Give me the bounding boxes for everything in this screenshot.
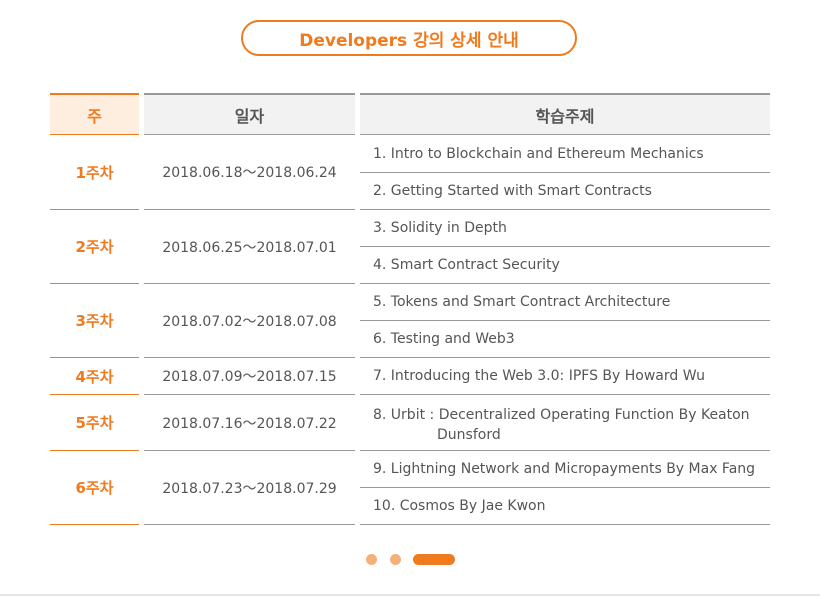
topic-cell: 10. Cosmos By Jae Kwon <box>360 488 770 525</box>
header-topic: 학습주제 <box>360 93 770 135</box>
topic-text: 7. Introducing the Web 3.0: IPFS By Howa… <box>373 368 705 384</box>
topic-cell: 9. Lightning Network and Micropayments B… <box>360 451 770 488</box>
date-cell: 2018.07.16～2018.07.22 <box>144 395 355 451</box>
topic-cell: 2. Getting Started with Smart Contracts <box>360 173 770 210</box>
week-cell: 1주차 <box>50 135 139 210</box>
date-cell: 2018.06.18～2018.06.24 <box>144 135 355 210</box>
date-cell: 2018.07.23～2018.07.29 <box>144 451 355 525</box>
topic-text: 5. Tokens and Smart Contract Architectur… <box>373 294 671 310</box>
page-title-text: Developers 강의 상세 안내 <box>299 30 519 51</box>
topic-text: 8. Urbit : Decentralized Operating Funct… <box>373 407 750 423</box>
week-cell: 3주차 <box>50 284 139 358</box>
topic-text-continued: Dunsford <box>437 427 501 443</box>
topic-text: 1. Intro to Blockchain and Ethereum Mech… <box>373 145 704 162</box>
header-week: 주 <box>50 93 139 135</box>
date-cell: 2018.07.02～2018.07.08 <box>144 284 355 358</box>
topic-text: 2. Getting Started with Smart Contracts <box>373 183 652 199</box>
topic-cell: 7. Introducing the Web 3.0: IPFS By Howa… <box>360 358 770 395</box>
topic-text: 9. Lightning Network and Micropayments B… <box>373 461 756 477</box>
topic-cell: 5. Tokens and Smart Contract Architectur… <box>360 284 770 321</box>
topic-text: 4. Smart Contract Security <box>373 257 560 273</box>
divider <box>0 594 820 596</box>
week-cell: 5주차 <box>50 395 139 451</box>
week-cell: 6주차 <box>50 451 139 525</box>
week-cell: 2주차 <box>50 210 139 284</box>
topic-cell: 6. Testing and Web3 <box>360 321 770 358</box>
date-cell: 2018.06.25～2018.07.01 <box>144 210 355 284</box>
topic-text: 3. Solidity in Depth <box>373 220 507 236</box>
topic-cell: 8. Urbit : Decentralized Operating Funct… <box>360 395 770 451</box>
topic-text-block: 8. Urbit : Decentralized Operating Funct… <box>373 405 750 445</box>
topic-cell: 1. Intro to Blockchain and Ethereum Mech… <box>360 135 770 173</box>
page-dot[interactable] <box>390 554 401 565</box>
topic-cell: 3. Solidity in Depth <box>360 210 770 247</box>
date-cell: 2018.07.09～2018.07.15 <box>144 358 355 395</box>
topic-text: 10. Cosmos By Jae Kwon <box>373 498 546 514</box>
page-dot-active[interactable] <box>413 554 455 565</box>
topic-cell: 4. Smart Contract Security <box>360 247 770 284</box>
page-title: Developers 강의 상세 안내 <box>241 20 577 56</box>
page-dot[interactable] <box>366 554 377 565</box>
header-date: 일자 <box>144 93 355 135</box>
topic-text: 6. Testing and Web3 <box>373 331 515 347</box>
week-cell: 4주차 <box>50 358 139 395</box>
